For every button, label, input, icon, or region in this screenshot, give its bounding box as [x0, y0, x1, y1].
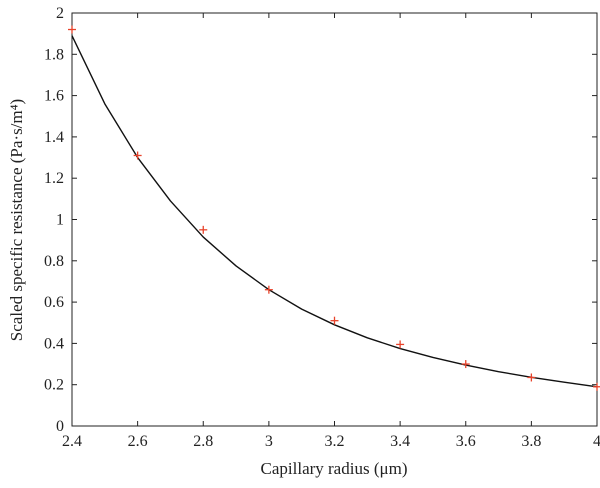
x-axis-label: Capillary radius (μm): [261, 459, 408, 478]
data-point: [264, 285, 273, 294]
y-tick-label: 1: [56, 212, 64, 229]
data-point: [133, 151, 142, 160]
y-axis-label: Scaled specific resistance (Pa·s/m⁴): [7, 99, 26, 341]
data-point: [68, 25, 76, 34]
x-tick-label: 2.8: [193, 433, 213, 450]
x-tick-label: 3.8: [521, 433, 541, 450]
plot-frame: [71, 12, 598, 427]
data-point: [199, 225, 208, 234]
x-tick-label: 3: [265, 433, 273, 450]
plot-border: [71, 12, 598, 427]
x-tick-label: 3.4: [390, 433, 410, 450]
y-tick-label: 0.8: [44, 253, 64, 270]
axis-ticks: [71, 12, 598, 427]
x-tick-label: 2.4: [62, 433, 82, 450]
data-point: [593, 382, 600, 391]
y-tick-label: 1.6: [44, 88, 64, 105]
data-point: [396, 340, 405, 349]
y-tick-label: 0.4: [44, 335, 64, 352]
data-point: [330, 316, 339, 325]
x-tick-label: 4: [593, 433, 600, 450]
x-tick-label: 3.2: [325, 433, 345, 450]
y-tick-label: 0: [56, 418, 64, 435]
y-tick-label: 1.4: [44, 129, 64, 146]
data-points-group: [68, 25, 600, 391]
y-tick-label: 0.6: [44, 294, 64, 311]
y-tick-label: 2: [56, 5, 64, 22]
tick-labels: 2.4 2.6 2.8 3 3.2 3.4 3.6 3.8 4 0 0.2 0.4 0.6 0.8 1 1.2…: [44, 5, 600, 450]
y-tick-label: 1.2: [44, 170, 64, 187]
fit-curve: [71, 35, 598, 388]
data-point: [527, 373, 536, 382]
x-tick-label: 2.6: [128, 433, 148, 450]
x-tick-label: 3.6: [456, 433, 476, 450]
y-tick-label: 0.2: [44, 377, 64, 394]
y-tick-label: 1.8: [44, 46, 64, 63]
data-point: [461, 360, 470, 369]
fit-curve-group: [71, 35, 598, 388]
